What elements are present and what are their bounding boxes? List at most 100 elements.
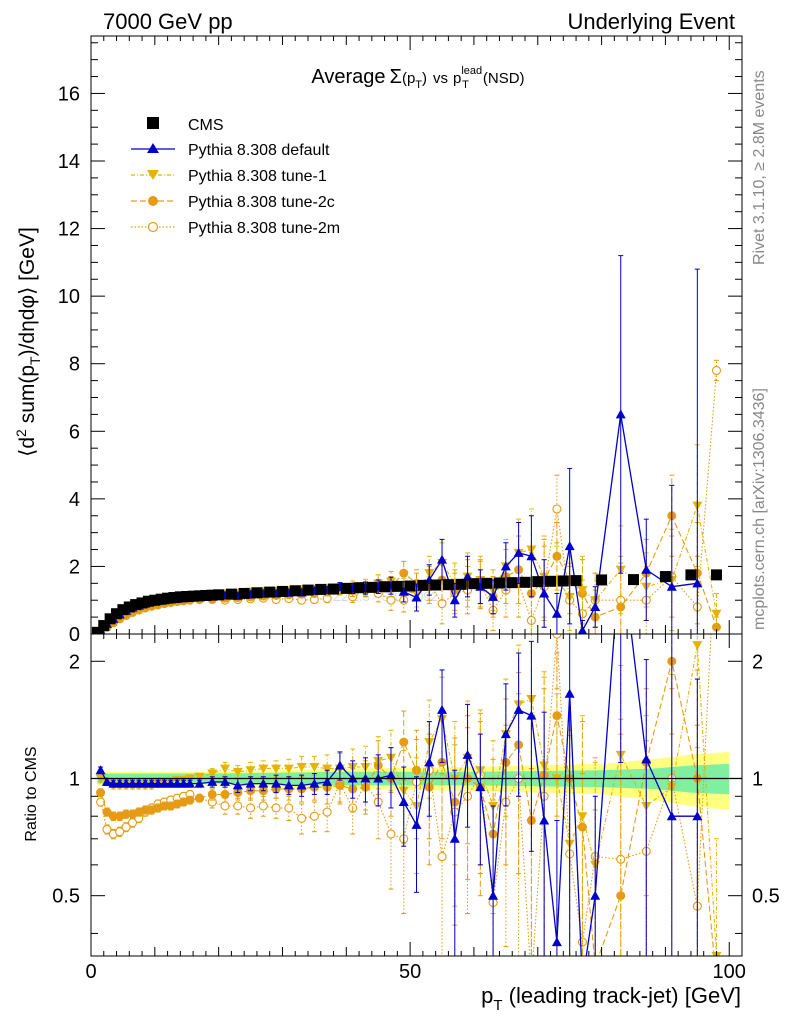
bottom-default-point bbox=[108, 778, 119, 788]
bottom-default-point bbox=[449, 833, 460, 843]
bottom-tune-2c-point bbox=[220, 789, 230, 799]
bottom-tune-1-point bbox=[322, 764, 333, 774]
ratio-y-tick-label-right: 0.5 bbox=[752, 886, 780, 908]
bottom-tune-1-point bbox=[577, 812, 588, 822]
top-cms-point bbox=[557, 575, 569, 587]
bottom-default-point bbox=[172, 778, 183, 788]
bottom-series-tune-2c bbox=[96, 634, 715, 956]
top-default-point bbox=[590, 601, 601, 611]
top-cms-point bbox=[493, 577, 505, 589]
bottom-default-point bbox=[398, 797, 409, 807]
top-cms-point bbox=[149, 594, 161, 606]
top-default-point bbox=[615, 409, 626, 419]
top-cms-point bbox=[276, 585, 288, 597]
bottom-series-default bbox=[95, 634, 703, 956]
y-tick-label: 6 bbox=[69, 421, 80, 443]
bottom-tune-2m-point bbox=[233, 801, 243, 811]
legend: CMS Pythia 8.308 default Pythia 8.308 tu… bbox=[131, 117, 340, 237]
legend-tune1-marker bbox=[147, 170, 159, 180]
bottom-default-point bbox=[692, 811, 703, 821]
top-default-point bbox=[449, 595, 460, 605]
legend-tune2m-label: Pythia 8.308 tune-2m bbox=[188, 220, 340, 237]
y-tick-label: 16 bbox=[58, 83, 80, 105]
top-cms-point bbox=[685, 569, 697, 581]
top-cms-point bbox=[142, 595, 154, 607]
top-default-point bbox=[551, 608, 562, 618]
top-cms-point bbox=[545, 575, 557, 587]
top-cms-point bbox=[98, 620, 110, 632]
top-cms-point bbox=[570, 575, 582, 587]
top-default-point bbox=[411, 592, 422, 602]
top-cms-point bbox=[104, 613, 116, 625]
bottom-default-point bbox=[133, 778, 144, 788]
top-tune-1-point bbox=[711, 609, 722, 619]
top-cms-point bbox=[225, 588, 237, 600]
bottom-default-point bbox=[641, 754, 652, 764]
bottom-default-point bbox=[526, 710, 537, 720]
top-cms-point bbox=[455, 578, 467, 590]
bottom-default-point bbox=[114, 778, 125, 788]
top-default-point bbox=[513, 547, 524, 557]
y-tick-label: 0 bbox=[69, 624, 80, 646]
bottom-tune-2c-point bbox=[121, 809, 131, 819]
top-default-point bbox=[488, 591, 499, 601]
top-tune-2m-point bbox=[386, 595, 396, 605]
y-tick-label: 10 bbox=[58, 286, 80, 308]
bottom-default-point bbox=[283, 780, 294, 790]
bottom-tune-2c-point bbox=[207, 789, 217, 799]
top-tune-2m-point bbox=[711, 365, 722, 376]
top-cms-point bbox=[340, 582, 352, 594]
x-tick-label: 0 bbox=[85, 961, 96, 983]
bottom-default-point bbox=[140, 778, 151, 788]
bottom-default-point bbox=[232, 780, 243, 790]
top-default-point bbox=[398, 586, 409, 596]
top-series-tune-2c bbox=[96, 474, 721, 634]
bottom-default-point bbox=[564, 688, 575, 698]
bottom-tune-2m-point bbox=[220, 801, 230, 811]
bottom-tune-2c-point bbox=[412, 765, 421, 775]
bottom-default-point bbox=[500, 729, 511, 739]
top-cms-point bbox=[123, 601, 135, 613]
bottom-default-point bbox=[322, 776, 333, 786]
top-default-point bbox=[564, 541, 575, 551]
bottom-tune-1-point bbox=[220, 764, 231, 774]
bottom-default-point bbox=[590, 890, 601, 900]
x-tick-label: 50 bbox=[399, 961, 421, 983]
bottom-panel-frame bbox=[90, 633, 743, 957]
x-axis-label: pT (leading track-jet) [GeV] bbox=[481, 983, 741, 1014]
top-tune-1-point bbox=[577, 586, 588, 596]
top-cms-point bbox=[481, 577, 493, 589]
top-cms-point bbox=[519, 576, 531, 588]
top-cms-point bbox=[391, 580, 403, 592]
bottom-default-point bbox=[245, 778, 256, 788]
bottom-default-point bbox=[296, 780, 307, 790]
top-default-point bbox=[577, 625, 588, 634]
top-cms-point bbox=[417, 579, 429, 591]
bottom-default-point bbox=[475, 782, 486, 792]
bottom-tune-2c-line bbox=[100, 661, 715, 956]
top-cms-point bbox=[117, 604, 129, 616]
bottom-default-point bbox=[159, 778, 170, 788]
top-default-point bbox=[539, 588, 550, 598]
bottom-tune-2m-point bbox=[258, 801, 268, 811]
bottom-tune-2m-point bbox=[437, 852, 447, 862]
top-series-tune-1 bbox=[95, 444, 722, 634]
legend-tune2m-marker bbox=[147, 221, 159, 233]
bottom-default-point bbox=[551, 937, 562, 947]
top-cms-point bbox=[130, 599, 142, 611]
header-right: Underlying Event bbox=[567, 9, 735, 34]
bottom-tune-2m-point bbox=[322, 807, 332, 817]
bottom-tune-2m-point bbox=[309, 811, 319, 821]
bottom-tune-2m-point bbox=[271, 803, 281, 813]
top-cms-point bbox=[155, 593, 167, 605]
bottom-tune-2m-point bbox=[297, 813, 307, 823]
top-cms-point bbox=[194, 590, 205, 602]
top-default-point bbox=[500, 561, 511, 571]
bottom-default-point bbox=[488, 890, 499, 900]
bottom-default-point bbox=[95, 765, 106, 775]
bottom-default-point bbox=[101, 776, 112, 786]
bottom-default-point bbox=[385, 770, 396, 780]
ratio-y-tick-label-left: 0.5 bbox=[52, 886, 80, 908]
bottom-tune-2m-point bbox=[246, 803, 256, 813]
